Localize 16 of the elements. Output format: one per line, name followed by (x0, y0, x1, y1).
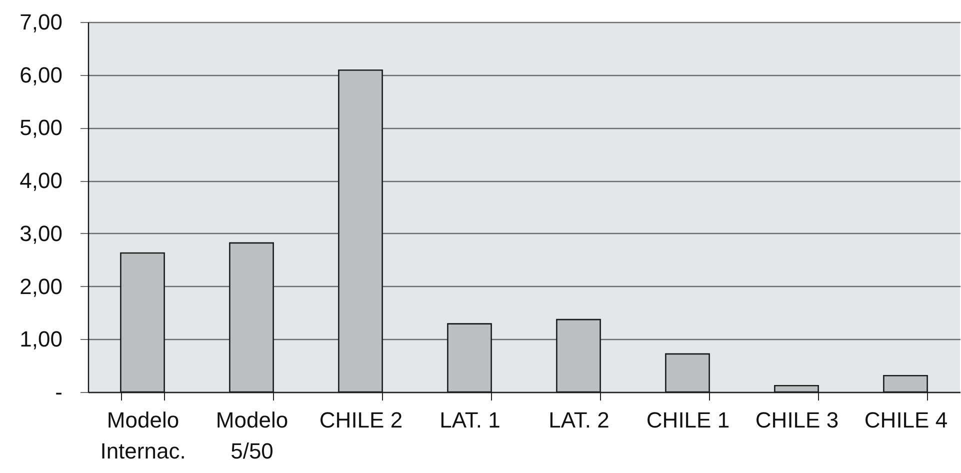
x-tick-label: CHILE 4 (864, 408, 948, 432)
x-tick-label: Modelo Internac. (100, 408, 186, 464)
x-tick-label: LAT. 1 (440, 408, 500, 432)
y-tick-label: 3,00 (20, 220, 62, 246)
x-tick-label: CHILE 3 (755, 408, 839, 432)
y-tick-label: 2,00 (20, 274, 62, 299)
y-tick-label: 6,00 (20, 62, 62, 88)
x-tick-label: CHILE 2 (319, 408, 403, 432)
y-tick-label: 4,00 (20, 168, 62, 194)
y-tick-label: - (55, 380, 62, 404)
x-tick-label: CHILE 1 (646, 408, 730, 432)
y-tick-label: 5,00 (20, 115, 62, 140)
x-tick-label: LAT. 2 (548, 408, 610, 432)
y-tick-label: 7,00 (20, 10, 62, 34)
y-tick-label: 1,00 (20, 326, 62, 352)
x-tick-label: Modelo 5/50 (216, 408, 288, 464)
